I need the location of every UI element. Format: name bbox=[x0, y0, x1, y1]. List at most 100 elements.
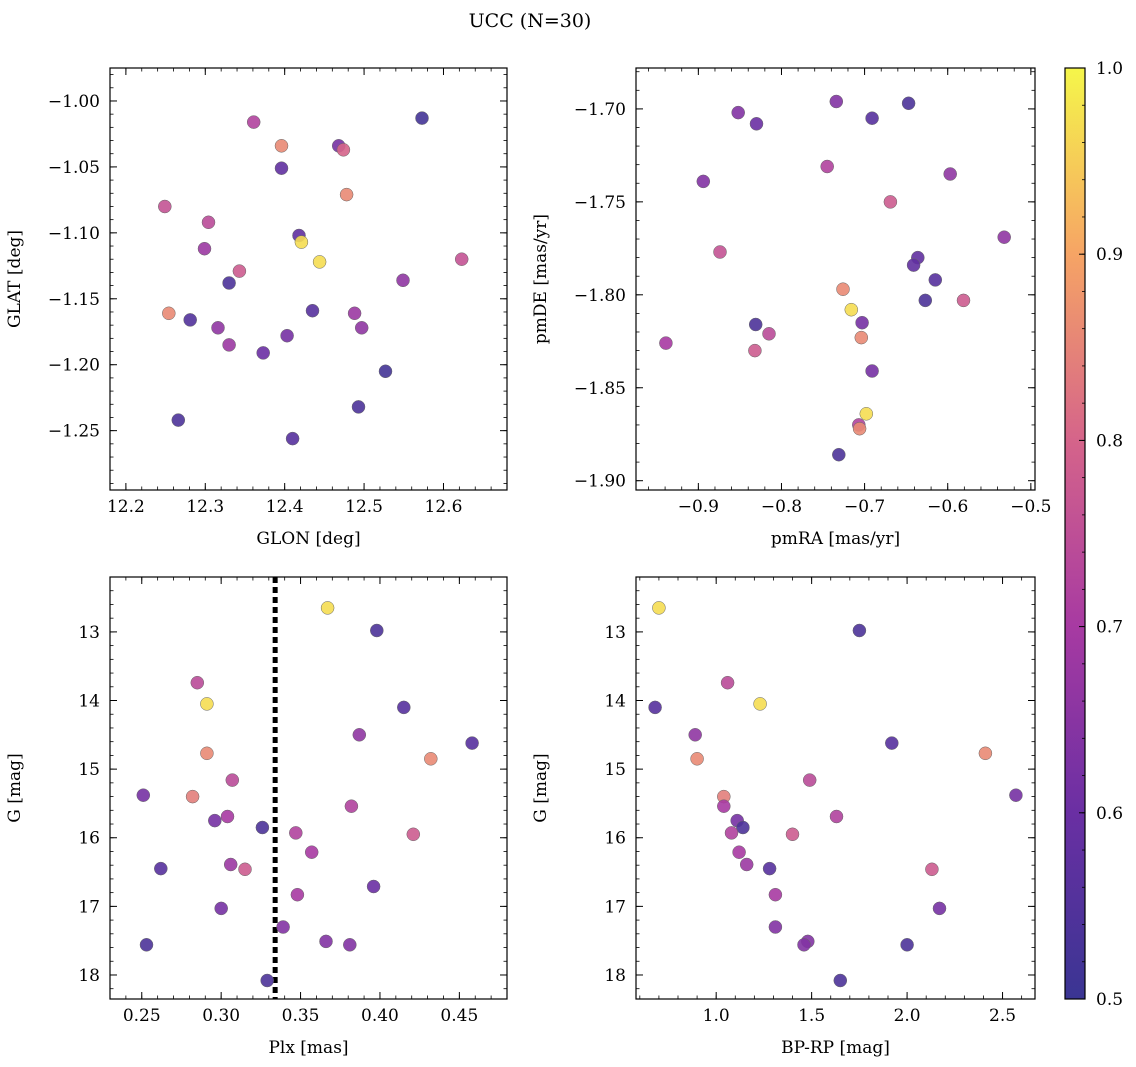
data-point bbox=[351, 400, 366, 414]
colorbar-tick-label: 0.9 bbox=[1096, 245, 1123, 265]
data-point bbox=[659, 336, 673, 350]
data-point bbox=[222, 338, 236, 352]
data-point bbox=[185, 789, 200, 804]
data-point bbox=[183, 313, 197, 327]
data-point bbox=[836, 282, 850, 296]
data-point bbox=[396, 273, 410, 288]
y-tick-label: 18 bbox=[78, 966, 100, 986]
data-point bbox=[956, 293, 971, 308]
data-point bbox=[378, 364, 393, 379]
data-point bbox=[978, 746, 993, 761]
data-point bbox=[352, 728, 367, 742]
y-tick-label: −1.25 bbox=[48, 422, 100, 442]
data-point bbox=[768, 920, 783, 934]
data-point bbox=[943, 167, 957, 181]
y-axis-label: pmDE [mas/yr] bbox=[531, 214, 551, 344]
data-point bbox=[354, 321, 369, 335]
data-point bbox=[732, 845, 746, 859]
data-point bbox=[797, 938, 811, 952]
data-point bbox=[762, 327, 776, 341]
data-point bbox=[855, 315, 869, 330]
data-point bbox=[739, 857, 754, 872]
panels: 12.2 12.3 12.4 12.5 12.6 −1.00 −1.05 −1.10 −1.15… bbox=[5, 67, 1051, 1058]
data-point bbox=[906, 258, 921, 272]
data-point bbox=[753, 697, 767, 711]
y-tick-label: 16 bbox=[604, 829, 626, 849]
x-tick-label: −0.7 bbox=[844, 497, 885, 517]
data-point bbox=[901, 96, 916, 111]
data-point bbox=[162, 306, 176, 321]
data-point bbox=[648, 700, 662, 715]
data-point bbox=[305, 303, 320, 318]
data-point bbox=[136, 788, 151, 802]
data-point bbox=[276, 920, 290, 934]
data-point bbox=[749, 117, 764, 131]
y-tick-label: −1.20 bbox=[48, 356, 100, 376]
data-point bbox=[190, 675, 205, 690]
data-point bbox=[883, 195, 898, 209]
data-point bbox=[255, 820, 270, 835]
data-point bbox=[294, 235, 309, 249]
x-tick-label: −0.6 bbox=[927, 497, 968, 517]
data-point bbox=[785, 827, 800, 842]
data-point bbox=[717, 799, 731, 813]
colorbar-gradient bbox=[1064, 67, 1086, 1000]
data-point bbox=[865, 111, 879, 125]
x-axis-label: Plx [mas] bbox=[268, 1038, 348, 1058]
data-point bbox=[1009, 788, 1023, 802]
y-tick-label: 15 bbox=[78, 760, 100, 780]
data-point bbox=[200, 746, 214, 761]
y-tick-label: 13 bbox=[604, 623, 626, 643]
data-point bbox=[238, 862, 252, 877]
data-point bbox=[748, 343, 762, 358]
y-tick-label: 16 bbox=[78, 829, 100, 849]
data-point bbox=[260, 973, 274, 988]
data-point bbox=[171, 413, 186, 427]
y-tick-label: 14 bbox=[78, 692, 100, 712]
data-point bbox=[200, 697, 214, 711]
data-point bbox=[158, 199, 172, 214]
data-point bbox=[139, 938, 154, 952]
data-point bbox=[347, 306, 362, 321]
x-tick-label: 12.2 bbox=[107, 497, 145, 517]
data-point bbox=[885, 736, 899, 750]
data-point bbox=[925, 862, 939, 877]
data-point bbox=[370, 623, 384, 638]
data-point bbox=[424, 752, 438, 766]
data-point bbox=[225, 773, 240, 787]
colorbar-tick-label: 0.7 bbox=[1096, 618, 1123, 638]
x-axis-label: GLON [deg] bbox=[256, 529, 360, 549]
x-tick-label: 0.45 bbox=[440, 1006, 478, 1026]
x-tick-label: 0.35 bbox=[282, 1006, 320, 1026]
data-point bbox=[832, 447, 846, 462]
y-axis-label: G [mag] bbox=[531, 753, 551, 822]
data-point bbox=[865, 364, 879, 378]
data-point bbox=[343, 938, 357, 952]
y-tick-label: −1.15 bbox=[48, 290, 100, 310]
y-tick-label: −1.00 bbox=[48, 92, 100, 112]
figure-title: UCC (N=30) bbox=[469, 10, 592, 32]
x-tick-label: 12.5 bbox=[345, 497, 383, 517]
y-tick-label: −1.85 bbox=[574, 379, 626, 399]
panel-1: 12.2 12.3 12.4 12.5 12.6 −1.00 −1.05 −1.10 −1.15… bbox=[5, 67, 508, 549]
x-axis-label: pmRA [mas/yr] bbox=[771, 529, 900, 549]
data-point bbox=[859, 407, 874, 421]
y-tick-label: −1.70 bbox=[574, 100, 626, 120]
data-point bbox=[720, 675, 735, 690]
y-tick-label: 15 bbox=[604, 760, 626, 780]
data-point bbox=[748, 317, 763, 332]
x-tick-label: −0.9 bbox=[678, 497, 719, 517]
x-tick-label: −0.5 bbox=[1010, 497, 1051, 517]
data-point bbox=[285, 431, 300, 446]
data-point bbox=[829, 94, 844, 109]
axes-frame bbox=[109, 576, 508, 1000]
data-point bbox=[211, 321, 225, 335]
x-tick-label: 2.0 bbox=[894, 1006, 921, 1026]
data-point bbox=[319, 934, 333, 949]
data-point bbox=[304, 845, 319, 859]
data-point bbox=[918, 293, 933, 308]
y-tick-label: −1.05 bbox=[48, 158, 100, 178]
y-axis-label: GLAT [deg] bbox=[5, 230, 25, 328]
panel-3: 0.25 0.30 0.35 0.40 0.45 13 14 15 16 17 18 Plx [mas… bbox=[5, 576, 508, 1058]
